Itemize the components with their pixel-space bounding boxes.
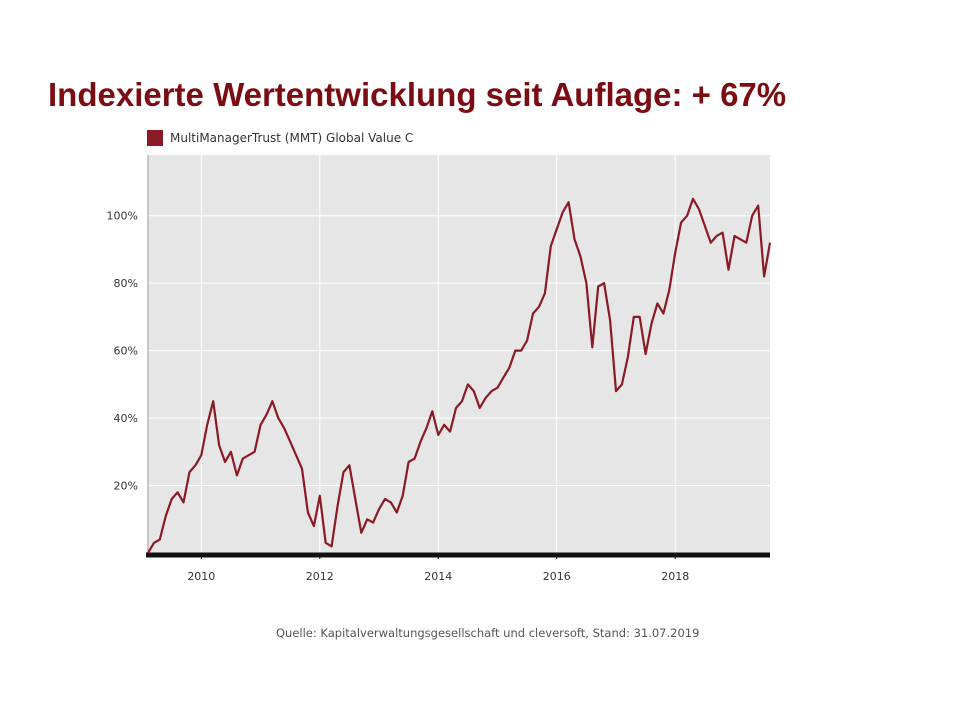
chart-legend: MultiManagerTrust (MMT) Global Value C: [147, 130, 413, 146]
y-tick-label: 100%: [107, 210, 138, 223]
x-tick-label: 2014: [424, 570, 452, 583]
slide-title: Indexierte Wertentwicklung seit Auflage:…: [48, 76, 787, 113]
legend-swatch: [147, 130, 163, 146]
x-tick-label: 2016: [543, 570, 571, 583]
source-note: Quelle: Kapitalverwaltungsgesellschaft u…: [276, 626, 700, 640]
series-line: [147, 197, 772, 554]
x-tick-label: 2018: [661, 570, 689, 583]
y-tick-label: 80%: [114, 277, 138, 290]
legend-label: MultiManagerTrust (MMT) Global Value C: [170, 131, 414, 145]
y-tick-label: 40%: [114, 412, 138, 425]
x-tick-label: 2012: [306, 570, 334, 583]
plot-area: [148, 155, 770, 553]
y-tick-label: 60%: [114, 345, 138, 358]
y-tick-label: 20%: [114, 480, 138, 493]
x-tick-label: 2010: [187, 570, 215, 583]
